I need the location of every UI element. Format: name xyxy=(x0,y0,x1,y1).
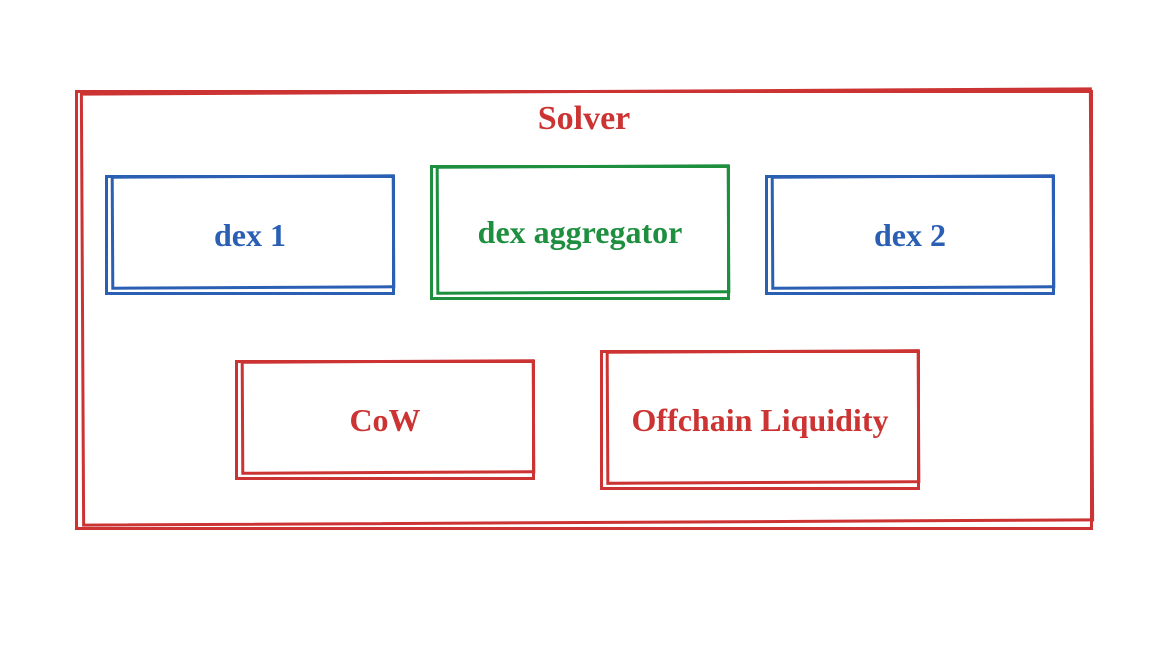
label-dex2: dex 2 xyxy=(768,178,1052,292)
box-dex2: dex 2 xyxy=(765,175,1055,295)
label-offchain: Offchain Liquidity xyxy=(603,353,917,487)
label-dex-aggregator: dex aggregator xyxy=(433,168,727,297)
diagram-title: Solver xyxy=(75,100,1093,138)
solver-container xyxy=(75,90,1093,530)
box-dex-aggregator: dex aggregator xyxy=(430,165,730,300)
diagram-canvas: Solver dex 1 dex aggregator dex 2 CoW Of… xyxy=(0,0,1166,650)
label-dex1: dex 1 xyxy=(108,178,392,292)
box-offchain: Offchain Liquidity xyxy=(600,350,920,490)
box-dex1: dex 1 xyxy=(105,175,395,295)
box-cow: CoW xyxy=(235,360,535,480)
label-cow: CoW xyxy=(238,363,532,477)
